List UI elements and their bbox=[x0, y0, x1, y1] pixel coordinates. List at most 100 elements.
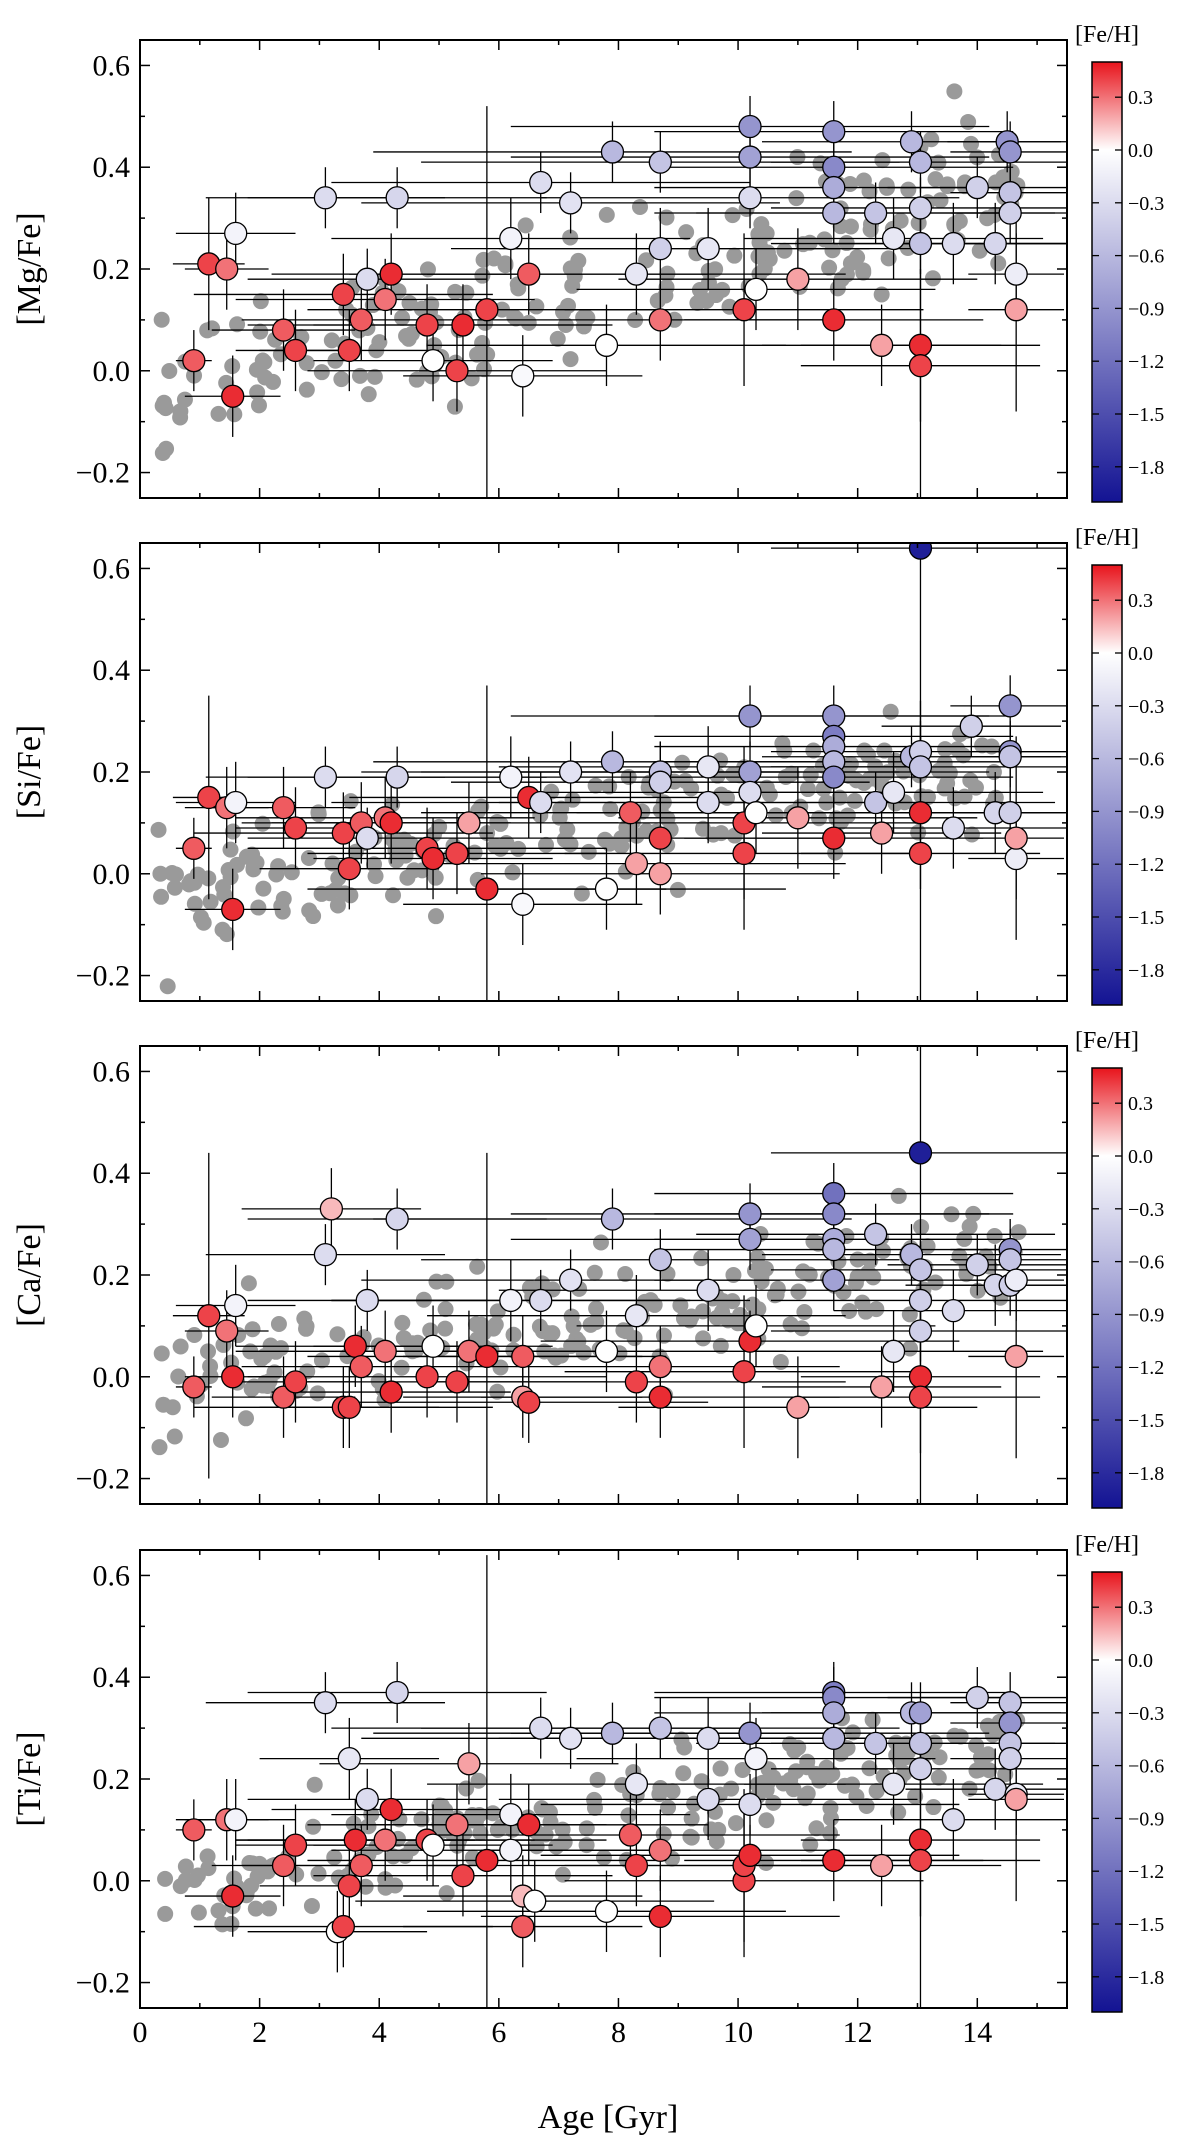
data-point bbox=[624, 262, 649, 286]
y-tick-label: 0.2 bbox=[93, 253, 131, 286]
data-point bbox=[1004, 262, 1028, 286]
data-point bbox=[822, 1181, 846, 1206]
colorbar-tick-label: 0.3 bbox=[1128, 1597, 1153, 1619]
background-point bbox=[712, 1337, 729, 1354]
data-point bbox=[197, 785, 221, 810]
background-point bbox=[226, 1870, 243, 1887]
y-tick-label: 0.6 bbox=[93, 49, 131, 82]
data-point bbox=[822, 704, 846, 728]
y-tick-label: 0.0 bbox=[93, 1361, 131, 1394]
background-point bbox=[244, 1321, 261, 1338]
data-point bbox=[618, 801, 643, 825]
background-point bbox=[510, 280, 527, 297]
data-point bbox=[373, 1339, 397, 1363]
data-point bbox=[822, 1268, 846, 1292]
background-point bbox=[919, 789, 936, 806]
background-point bbox=[758, 1812, 775, 1829]
data-point bbox=[594, 877, 619, 901]
data-point bbox=[881, 1339, 906, 1363]
background-point bbox=[399, 869, 416, 886]
data-point bbox=[998, 1746, 1022, 1771]
data-point bbox=[822, 1202, 846, 1226]
data-point bbox=[738, 1227, 762, 1252]
data-point bbox=[499, 1838, 523, 1862]
background-point bbox=[862, 1252, 879, 1269]
data-point bbox=[600, 750, 625, 774]
data-point bbox=[511, 364, 535, 388]
background-point bbox=[469, 346, 486, 363]
background-point bbox=[210, 1902, 227, 1919]
data-point bbox=[899, 130, 924, 154]
background-point bbox=[718, 789, 735, 806]
data-point bbox=[744, 1746, 768, 1771]
background-point bbox=[808, 1820, 825, 1837]
data-points bbox=[182, 1680, 1028, 1944]
data-point bbox=[998, 801, 1022, 825]
data-point bbox=[355, 1787, 379, 1812]
error-bars bbox=[172, 543, 1067, 1001]
background-point bbox=[323, 332, 340, 349]
data-point bbox=[1004, 298, 1028, 322]
data-point bbox=[421, 1334, 445, 1358]
background-point bbox=[245, 859, 262, 876]
data-point bbox=[648, 236, 672, 261]
background-population bbox=[153, 83, 1026, 461]
y-tick-label: −0.2 bbox=[76, 457, 130, 490]
background-point bbox=[849, 1268, 866, 1285]
data-point bbox=[941, 816, 966, 840]
plot-area bbox=[151, 1046, 1067, 1504]
data-point bbox=[421, 1833, 445, 1857]
data-point bbox=[965, 1685, 989, 1710]
data-point bbox=[445, 841, 469, 866]
background-point bbox=[400, 330, 417, 347]
data-point bbox=[822, 1726, 846, 1750]
y-tick-label: 0.0 bbox=[93, 858, 131, 891]
colorbar-tick-label: −0.3 bbox=[1128, 696, 1164, 718]
data-point bbox=[349, 1354, 373, 1379]
background-point bbox=[559, 821, 576, 838]
data-point bbox=[558, 1726, 583, 1750]
plot-area bbox=[150, 543, 1067, 1001]
data-point bbox=[908, 543, 933, 560]
y-tick-label: −0.2 bbox=[76, 1463, 130, 1496]
background-point bbox=[582, 1316, 599, 1333]
background-point bbox=[986, 1228, 1003, 1245]
background-point bbox=[818, 1759, 835, 1776]
background-point bbox=[822, 1825, 839, 1842]
data-points bbox=[182, 114, 1028, 408]
background-point bbox=[306, 1776, 323, 1793]
data-point bbox=[511, 1914, 535, 1939]
background-point bbox=[855, 264, 872, 281]
plot-area bbox=[157, 1555, 1067, 2008]
background-point bbox=[204, 320, 221, 337]
background-point bbox=[549, 330, 566, 347]
background-point bbox=[554, 1821, 571, 1838]
data-point bbox=[529, 790, 553, 815]
background-point bbox=[595, 1849, 612, 1866]
background-point bbox=[649, 292, 666, 309]
background-point bbox=[919, 1238, 936, 1255]
background-point bbox=[729, 1315, 746, 1332]
data-point bbox=[271, 1853, 296, 1878]
data-point bbox=[511, 1344, 535, 1369]
y-tick-label: 0.2 bbox=[93, 1259, 131, 1292]
y-axis-label: [Ca/Fe] bbox=[11, 1223, 48, 1327]
data-point bbox=[786, 267, 810, 291]
data-point bbox=[355, 267, 379, 291]
background-point bbox=[438, 1273, 455, 1290]
colorbar-bar bbox=[1091, 1067, 1123, 1509]
background-point bbox=[342, 887, 359, 904]
background-point bbox=[259, 1863, 276, 1880]
background-point bbox=[564, 277, 581, 294]
background-point bbox=[580, 843, 597, 860]
background-point bbox=[963, 826, 980, 843]
background-point bbox=[786, 1742, 803, 1759]
background-point bbox=[846, 792, 863, 809]
x-axis-label: Age [Gyr] bbox=[538, 2099, 679, 2136]
data-point bbox=[283, 1370, 308, 1394]
background-point bbox=[712, 1760, 729, 1777]
data-point bbox=[738, 1721, 762, 1745]
data-point bbox=[271, 1385, 296, 1409]
background-point bbox=[564, 791, 581, 808]
data-point bbox=[738, 760, 762, 784]
